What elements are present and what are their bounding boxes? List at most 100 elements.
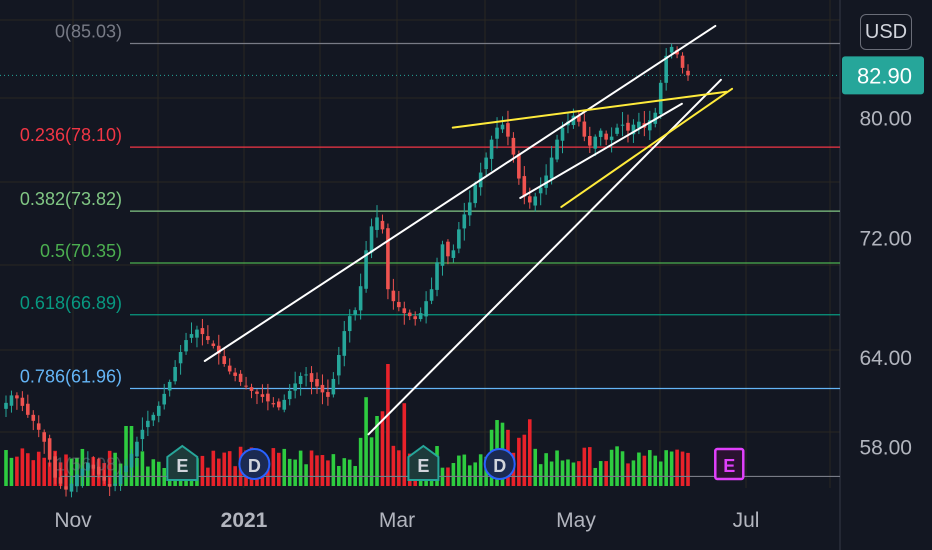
volume-bar: [686, 452, 690, 486]
dividend-marker[interactable]: D: [238, 448, 271, 480]
candle: [151, 412, 156, 427]
fib-retracement[interactable]: 0(85.03) 0.236(78.10) 0.382(73.82) 0.5(70.3…: [0, 21, 840, 478]
volume-bar: [577, 461, 581, 486]
wedge-line[interactable]: [367, 78, 722, 436]
volume-bar: [26, 453, 30, 486]
volume-bar: [124, 426, 128, 486]
candle: [538, 177, 543, 206]
candle: [506, 110, 510, 146]
candle: [255, 389, 259, 405]
candle: [47, 434, 52, 467]
volume-bar: [462, 454, 467, 486]
candle: [386, 223, 390, 300]
volume-bar: [648, 450, 652, 486]
volume-bar: [527, 419, 532, 486]
candle: [124, 458, 128, 479]
volume-bar: [604, 461, 608, 486]
candle: [353, 307, 357, 321]
volume-bar: [342, 458, 347, 486]
time-tick-label: Nov: [54, 509, 92, 532]
volume-bar: [64, 454, 68, 486]
candle: [58, 467, 63, 489]
wedge-line[interactable]: [203, 24, 717, 362]
volume-bar: [637, 452, 641, 486]
volume-bar: [397, 450, 401, 486]
volume-bar: [293, 459, 297, 486]
candle: [402, 301, 407, 325]
volume-bar: [658, 461, 663, 486]
volume-bar: [587, 447, 592, 486]
trend-line[interactable]: [519, 102, 683, 199]
candle: [184, 332, 188, 355]
earnings-marker[interactable]: E: [714, 447, 745, 481]
candle: [4, 395, 8, 417]
volume-bar: [42, 457, 46, 486]
volume-bar: [664, 450, 668, 486]
candle: [287, 384, 292, 406]
price-axis[interactable]: 58.00 64.00 72.00 80.00 82.90: [842, 56, 924, 460]
candle: [53, 452, 57, 485]
candle: [424, 291, 428, 324]
candle: [451, 244, 456, 263]
candle: [407, 309, 412, 321]
volume-bar: [544, 453, 548, 486]
candle: [609, 127, 614, 153]
candle: [397, 291, 401, 312]
candle: [517, 150, 521, 185]
candle: [446, 239, 450, 265]
volume-bar: [457, 455, 461, 486]
candle: [167, 379, 172, 397]
volume-bar: [4, 450, 8, 486]
price-tick-label: 64.00: [859, 347, 912, 370]
candle: [593, 134, 598, 157]
volume-bar: [266, 459, 270, 486]
candle: [222, 348, 227, 367]
candle: [587, 126, 592, 154]
volume-bar: [609, 449, 614, 486]
volume-bar: [473, 462, 478, 486]
volume-bar: [15, 456, 19, 486]
earnings-marker[interactable]: E: [166, 444, 199, 481]
candle: [680, 52, 685, 74]
volume-bar: [309, 450, 314, 486]
trend-line[interactable]: [560, 87, 734, 208]
candle: [135, 436, 139, 467]
volume-bar: [402, 403, 407, 486]
trend-line[interactable]: [451, 90, 728, 129]
candle: [331, 372, 336, 398]
volume-bar: [304, 464, 308, 486]
volume-bar: [380, 411, 385, 486]
volume-bar: [9, 457, 14, 486]
volume-bar: [358, 437, 363, 486]
dividend-marker[interactable]: D: [483, 448, 516, 480]
candle: [227, 358, 232, 375]
volume-bar: [675, 449, 679, 486]
candle: [522, 166, 527, 205]
volume-bar: [320, 455, 325, 486]
trend-lines[interactable]: [203, 24, 734, 436]
event-marker-label: D: [248, 456, 261, 476]
candle: [282, 394, 287, 413]
candle: [364, 240, 368, 293]
candle: [315, 372, 319, 394]
volume-bar: [615, 446, 619, 486]
candle: [418, 307, 423, 322]
volume-bar: [582, 447, 587, 486]
earnings-marker[interactable]: E: [407, 444, 440, 481]
candle: [140, 417, 145, 452]
candle: [604, 130, 608, 146]
candle: [664, 48, 668, 91]
chart-grid: [0, 0, 841, 550]
candle: [555, 134, 559, 163]
volume-bar: [391, 445, 396, 486]
candle: [391, 278, 396, 310]
candle: [107, 477, 112, 496]
volume-bar: [47, 462, 52, 486]
candle: [277, 398, 281, 411]
time-axis[interactable]: Nov 2021 Mar May Jul: [54, 509, 759, 532]
candle: [64, 473, 68, 497]
currency-button[interactable]: USD: [860, 14, 912, 50]
candle: [577, 110, 581, 127]
